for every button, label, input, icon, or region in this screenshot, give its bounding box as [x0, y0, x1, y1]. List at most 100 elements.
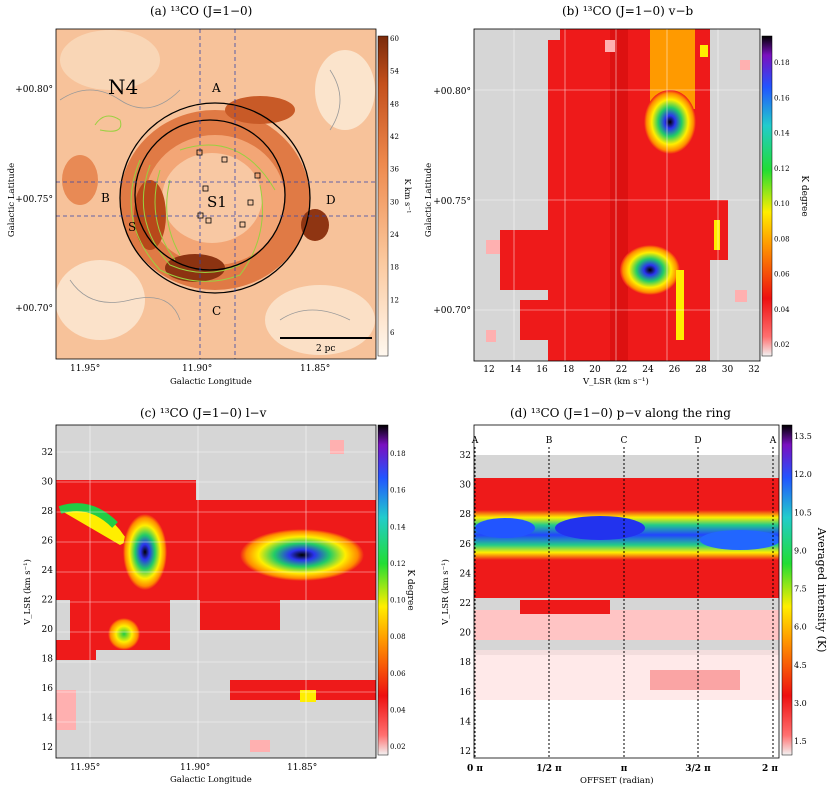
colorbar-tick: 3.0	[794, 699, 807, 708]
d-colorbar-ticks: 13.5 12.0 10.5 9.0 7.5 6.0 4.5 3.0 1.5	[794, 432, 812, 746]
colorbar-tick: 1.5	[794, 737, 807, 746]
b-xtick: 24	[642, 365, 654, 375]
scalebar-label: 2 pc	[316, 344, 335, 354]
v-tick: 22	[460, 599, 471, 609]
panel-a-cuts	[56, 29, 376, 359]
colorbar-tick: 0.18	[390, 450, 406, 458]
panel-b-title: (b) ¹³CO (J=1−0) v−b	[562, 4, 694, 18]
d-top-label: B	[546, 436, 553, 446]
panel-b-frame	[473, 28, 761, 362]
d-colorbar	[781, 424, 793, 756]
colorbar-tick: 0.12	[774, 165, 790, 173]
panel-d-title: (d) ¹³CO (J=1−0) p−v along the ring	[510, 406, 731, 420]
panel-c-frame	[55, 424, 377, 759]
a-xtick: 11.90°	[182, 364, 212, 374]
v-tick: 16	[42, 684, 54, 694]
colorbar-tick: 24	[390, 231, 399, 239]
colorbar-tick: 0.06	[390, 670, 406, 678]
colorbar-tick: 7.5	[794, 585, 807, 594]
b-colorbar-ticks: 0.18 0.16 0.14 0.12 0.10 0.08 0.06 0.04 0.02	[774, 59, 790, 349]
panel-c	[56, 425, 376, 758]
c-colorbar-label: K degree	[405, 569, 415, 610]
colorbar-tick: 60	[390, 35, 399, 43]
d-xtick: 2 π	[762, 764, 778, 774]
v-tick: 20	[460, 629, 472, 639]
v-tick: 32	[42, 448, 53, 458]
v-tick: 12	[460, 747, 471, 757]
a-colorbar-ticks: 60 54 48 42 36 30 24 18 12 6	[390, 35, 399, 337]
panel-b-yticks: +00.80° +00.75° +00.70°	[433, 87, 471, 316]
b-xtick: 32	[748, 365, 759, 375]
panel-a-xticks: 11.95° 11.90° 11.85°	[70, 364, 330, 374]
colorbar-tick: 10.5	[794, 508, 812, 517]
v-tick: 28	[460, 510, 472, 520]
panel-d-xticks: 0 π 1/2 π π 3/2 π 2 π	[467, 764, 778, 774]
colorbar-tick: 0.10	[774, 200, 790, 208]
panel-a-emission	[56, 30, 375, 355]
v-tick: 30	[42, 478, 54, 488]
label-s1: S1	[207, 193, 227, 211]
b-xtick: 20	[589, 365, 601, 375]
panel-b	[474, 29, 760, 361]
v-tick: 30	[460, 481, 472, 491]
panel-c-emission	[56, 440, 376, 752]
d-xtick: 3/2 π	[685, 764, 711, 774]
colorbar-tick: 6.0	[794, 623, 807, 632]
colorbar-tick: 42	[390, 133, 399, 141]
v-tick: 22	[42, 596, 53, 606]
a-ytick: +00.75°	[15, 195, 53, 205]
colorbar-tick: 0.16	[774, 94, 790, 102]
c-colorbar-ticks: 0.18 0.16 0.14 0.12 0.10 0.08 0.06 0.04 0.02	[390, 450, 406, 751]
d-ylabel: V_LSR (km s⁻¹)	[440, 559, 451, 626]
colorbar-tick: 12.0	[794, 470, 812, 479]
panel-a-sources	[196, 149, 261, 228]
label-d: D	[326, 193, 336, 207]
colorbar-tick: 48	[390, 100, 399, 108]
colorbar-tick: 13.5	[794, 432, 812, 441]
panel-c-yticks: 32 30 28 26 24 22 20 18 16 14 12	[42, 448, 54, 753]
label-b: B	[101, 191, 110, 205]
c-ylabel: V_LSR (km s⁻¹)	[22, 559, 33, 626]
colorbar-tick: 36	[390, 166, 399, 174]
a-ylabel: Galactic Latitude	[7, 163, 17, 237]
a-xtick: 11.85°	[300, 364, 330, 374]
panel-c-xticks: 11.95° 11.90° 11.85°	[70, 763, 317, 773]
colorbar-tick: 12	[390, 296, 399, 304]
panel-d-emission	[474, 455, 779, 700]
d-colorbar-label: Averaged intensity (K)	[815, 527, 828, 653]
panel-b-emission	[486, 29, 750, 361]
colorbar-tick: 0.18	[774, 59, 790, 67]
c-xtick: 11.95°	[70, 763, 100, 773]
c-xtick: 11.85°	[287, 763, 317, 773]
colorbar-tick: 0.04	[774, 306, 790, 314]
colorbar-tick: 0.04	[390, 706, 406, 714]
colorbar-tick: 0.06	[774, 271, 790, 279]
label-n4: N4	[108, 75, 138, 99]
b-xtick: 12	[483, 365, 494, 375]
a-colorbar	[377, 35, 389, 357]
d-xtick: π	[621, 764, 628, 774]
panel-a-rings	[119, 102, 311, 294]
b-xtick: 16	[536, 365, 548, 375]
label-s: S	[128, 220, 136, 234]
panel-b-grid	[474, 29, 760, 361]
panel-a: N4 S1 A B C D S 2 pc	[56, 29, 376, 359]
a-xlabel: Galactic Longitude	[170, 377, 252, 387]
colorbar-tick: 9.0	[794, 546, 807, 555]
b-ylabel: Galactic Latitude	[424, 163, 434, 237]
v-tick: 24	[460, 569, 472, 579]
a-ytick: +00.70°	[15, 304, 53, 314]
d-xtick: 0 π	[467, 764, 483, 774]
colorbar-tick: 0.14	[390, 523, 406, 531]
v-tick: 26	[42, 537, 54, 547]
colorbar-tick: 0.08	[774, 235, 790, 243]
b-ytick: +00.75°	[433, 197, 471, 207]
d-top-label: C	[621, 436, 628, 446]
d-top-label: A	[471, 436, 479, 446]
v-tick: 26	[460, 540, 472, 550]
colorbar-tick: 18	[390, 264, 399, 272]
colorbar-tick: 6	[390, 329, 395, 337]
panel-a-frame	[55, 28, 377, 360]
v-tick: 20	[42, 625, 54, 635]
b-xtick: 14	[510, 365, 522, 375]
